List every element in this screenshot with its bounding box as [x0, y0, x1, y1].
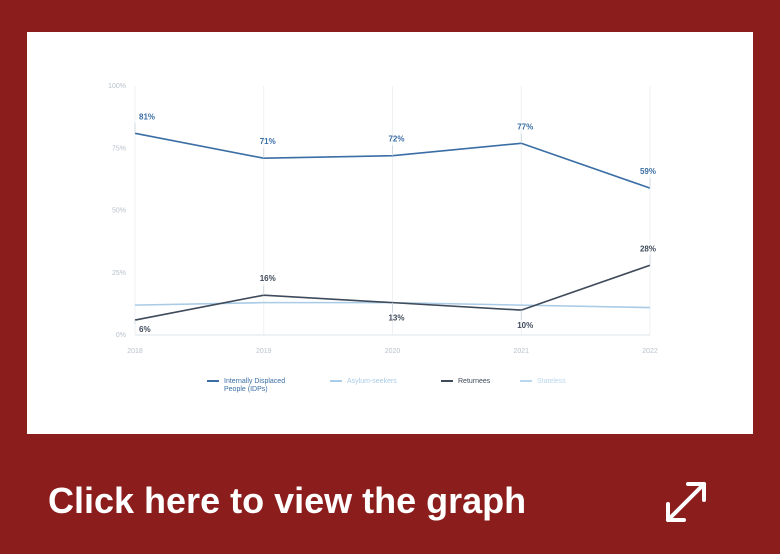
expand-icon[interactable]	[660, 476, 712, 528]
y-tick-label: 50%	[112, 208, 126, 215]
data-label: 28%	[640, 244, 656, 253]
y-tick-label: 75%	[112, 145, 126, 152]
chart-panel[interactable]: 0% 25% 50% 75% 100% 2018 2019 2020 2021 2022 81% 71…	[27, 32, 753, 434]
x-tick-label: 2019	[256, 348, 272, 355]
y-tick-label: 25%	[112, 270, 126, 277]
view-graph-link[interactable]: Click here to view the graph	[48, 480, 527, 521]
data-label: 16%	[260, 274, 276, 283]
data-label: 77%	[517, 122, 533, 131]
y-tick-label: 0%	[116, 332, 126, 339]
data-label: 71%	[260, 137, 276, 146]
data-label: 6%	[139, 325, 151, 334]
legend-label: Stateless	[537, 378, 566, 385]
x-tick-label: 2021	[513, 348, 529, 355]
y-tick-label: 100%	[108, 83, 126, 90]
x-tick-label: 2018	[127, 348, 143, 355]
line-chart: 0% 25% 50% 75% 100% 2018 2019 2020 2021 2022 81% 71…	[108, 83, 658, 393]
x-tick-label: 2022	[642, 348, 658, 355]
x-tick-label: 2020	[385, 348, 401, 355]
data-label: 13%	[388, 314, 404, 323]
legend-label: Internally Displaced People (IDPs)	[224, 378, 285, 393]
data-label: 81%	[139, 112, 155, 121]
legend-label: Asylum-seekers	[347, 378, 397, 385]
legend-label: Returnees	[458, 378, 491, 385]
data-label: 10%	[517, 321, 533, 330]
data-label: 59%	[640, 167, 656, 176]
data-label: 72%	[388, 135, 404, 144]
